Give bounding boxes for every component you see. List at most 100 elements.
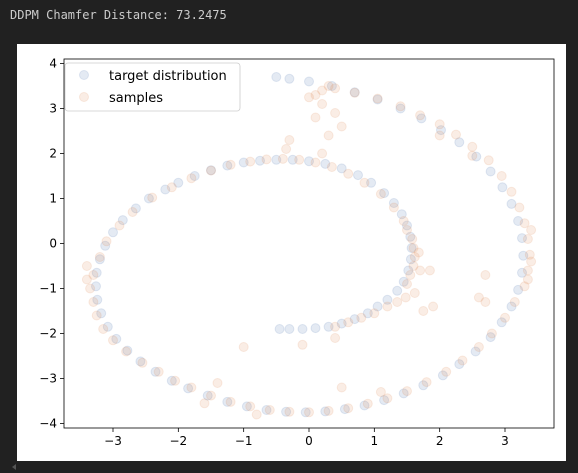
- data-point: [114, 220, 125, 231]
- data-point: [323, 321, 334, 332]
- data-point: [372, 93, 383, 104]
- data-point: [137, 357, 148, 368]
- data-point: [514, 202, 525, 213]
- data-point: [454, 359, 465, 370]
- y-tick-label: 1: [49, 192, 57, 206]
- data-point: [304, 76, 314, 87]
- data-point: [343, 317, 354, 328]
- data-point: [372, 94, 383, 105]
- data-point: [130, 203, 141, 214]
- data-point: [108, 335, 118, 346]
- data-point: [506, 301, 517, 312]
- data-point: [339, 404, 350, 415]
- data-point: [408, 243, 419, 253]
- data-point: [398, 388, 409, 399]
- data-point: [418, 306, 429, 316]
- data-point: [102, 321, 113, 332]
- data-point: [108, 227, 118, 238]
- series-samples: [81, 81, 537, 420]
- data-point: [402, 220, 412, 231]
- data-point: [297, 339, 308, 350]
- data-point: [323, 81, 334, 91]
- data-point: [519, 218, 530, 229]
- data-point: [100, 240, 111, 251]
- data-point: [330, 321, 341, 332]
- y-tick-label: 4: [49, 57, 57, 71]
- scroll-left-indicator[interactable]: [12, 464, 16, 470]
- data-point: [369, 308, 380, 319]
- data-point: [402, 386, 412, 397]
- y-tick-label: −4: [39, 417, 57, 431]
- data-point: [522, 234, 533, 244]
- data-point: [281, 406, 292, 417]
- data-point: [117, 215, 128, 226]
- data-point: [150, 366, 161, 377]
- data-point: [241, 401, 252, 412]
- data-point: [467, 150, 478, 161]
- data-point: [206, 165, 216, 176]
- data-point: [330, 333, 341, 343]
- data-point: [434, 119, 445, 130]
- data-point: [147, 192, 158, 203]
- data-point: [166, 182, 177, 193]
- data-point: [284, 324, 295, 334]
- data-point: [513, 216, 524, 226]
- data-point: [160, 184, 171, 195]
- data-point: [94, 252, 105, 262]
- data-point: [409, 288, 420, 298]
- data-point: [96, 308, 107, 319]
- data-point: [416, 113, 427, 124]
- data-point: [396, 209, 407, 220]
- data-point: [480, 297, 491, 307]
- data-point: [143, 193, 154, 204]
- data-point: [186, 173, 197, 184]
- data-point: [413, 247, 424, 258]
- data-point: [212, 378, 223, 388]
- data-point: [245, 401, 256, 412]
- data-point: [343, 403, 354, 414]
- data-point: [517, 267, 527, 278]
- data-point: [500, 312, 510, 323]
- data-point: [297, 324, 308, 334]
- data-point: [496, 171, 507, 181]
- data-point: [222, 160, 233, 171]
- data-point: [284, 406, 295, 417]
- scatter-chart: −3 −2 −1 0 1 2 3 −4 −3 −2 −1 0 1 2 3 4 target distribu…: [39, 57, 555, 448]
- data-point: [336, 318, 347, 329]
- data-point: [111, 333, 122, 344]
- data-point: [255, 155, 265, 166]
- data-point: [483, 155, 494, 166]
- data-point: [261, 154, 272, 165]
- data-point: [284, 135, 295, 145]
- data-point: [284, 73, 295, 84]
- data-point: [485, 332, 496, 343]
- scatter-figure: −3 −2 −1 0 1 2 3 −4 −3 −2 −1 0 1 2 3 4 target distribu…: [17, 44, 566, 461]
- data-point: [310, 323, 321, 334]
- x-tick-label: 1: [371, 434, 379, 448]
- x-tick-label: −2: [169, 434, 187, 448]
- data-point: [353, 170, 363, 181]
- data-point: [153, 366, 164, 377]
- data-point: [81, 274, 92, 285]
- data-point: [88, 270, 99, 280]
- data-point: [522, 274, 533, 285]
- data-point: [206, 390, 216, 401]
- data-point: [526, 225, 537, 235]
- data-point: [497, 182, 508, 193]
- data-point: [382, 393, 393, 404]
- data-point: [88, 297, 99, 307]
- data-point: [415, 110, 426, 121]
- data-point: [320, 406, 331, 417]
- stdout-text: DDPM Chamfer Distance: 73.2475: [10, 8, 227, 22]
- data-point: [91, 267, 102, 278]
- data-point: [326, 162, 337, 172]
- x-tick-label: −3: [104, 434, 122, 448]
- data-point: [407, 234, 418, 244]
- data-point: [518, 250, 529, 261]
- x-tick-label: 2: [436, 434, 444, 448]
- data-point: [398, 216, 409, 226]
- data-point: [330, 83, 341, 94]
- data-point: [473, 292, 484, 303]
- data-point: [405, 270, 416, 280]
- data-point: [375, 387, 386, 397]
